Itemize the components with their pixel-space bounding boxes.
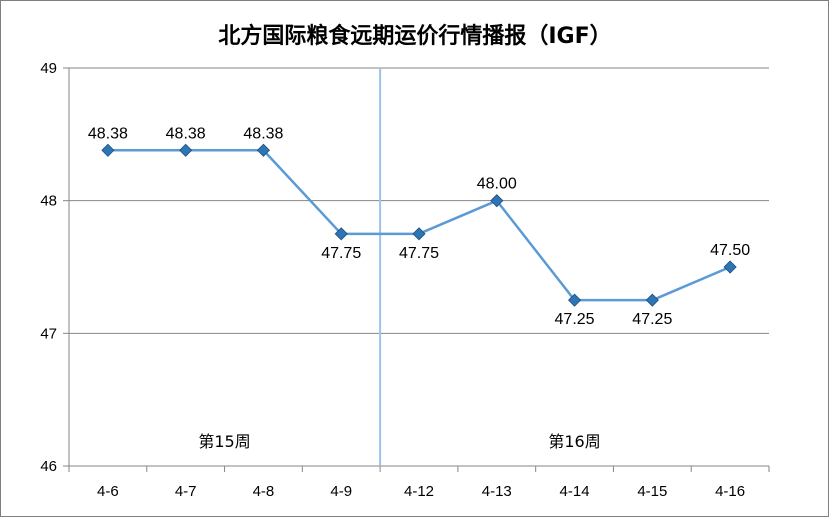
data-point-marker [256, 143, 271, 157]
y-tick-labels: 46 47 48 49 [40, 60, 57, 475]
data-label: 47.25 [632, 311, 672, 328]
x-tick-labels: 4-6 4-7 4-8 4-9 4-12 4-13 4-14 4-15 4-16 [97, 483, 745, 500]
data-point-marker [101, 143, 115, 157]
y-tick-label: 47 [40, 325, 57, 342]
x-tick-label: 4-13 [482, 483, 512, 500]
data-label: 47.75 [399, 245, 439, 262]
week-labels: 第15周 第16周 [198, 432, 600, 451]
data-point-marker [412, 227, 426, 241]
data-point-marker [490, 194, 504, 208]
week-label: 第15周 [198, 432, 250, 451]
data-label: 47.75 [321, 245, 361, 262]
data-point-marker [334, 227, 348, 241]
data-point-marker [179, 143, 193, 157]
x-tick-label: 4-8 [253, 483, 275, 500]
data-label: 48.38 [88, 125, 128, 142]
y-tick-label: 46 [40, 458, 57, 475]
x-tick-label: 4-15 [637, 483, 667, 500]
x-tick-label: 4-7 [175, 483, 197, 500]
data-labels: 48.38 48.38 48.38 47.75 47.75 48.00 47.25 47.25… [88, 125, 750, 328]
data-point-marker [645, 293, 659, 307]
data-label: 47.50 [710, 242, 750, 259]
data-label: 48.38 [166, 125, 206, 142]
gridlines [69, 67, 769, 334]
y-tick-label: 48 [40, 193, 57, 210]
data-label: 47.25 [555, 311, 595, 328]
x-tick-label: 4-12 [404, 483, 434, 500]
x-tick-label: 4-14 [560, 483, 590, 500]
series-line [107, 149, 731, 302]
data-point-marker [567, 293, 582, 307]
x-tick-label: 4-6 [97, 483, 119, 500]
axes [63, 67, 770, 472]
data-label: 48.38 [243, 125, 283, 142]
chart-title: 北方国际粮食远期运价行情播报（IGF） [218, 23, 611, 49]
data-point-marker [723, 260, 737, 274]
x-tick-label: 4-9 [330, 483, 352, 500]
x-tick-label: 4-16 [715, 483, 745, 500]
data-label: 48.00 [477, 176, 517, 193]
price-series [101, 143, 737, 307]
y-tick-label: 49 [40, 60, 57, 77]
week-label: 第16周 [548, 432, 600, 451]
